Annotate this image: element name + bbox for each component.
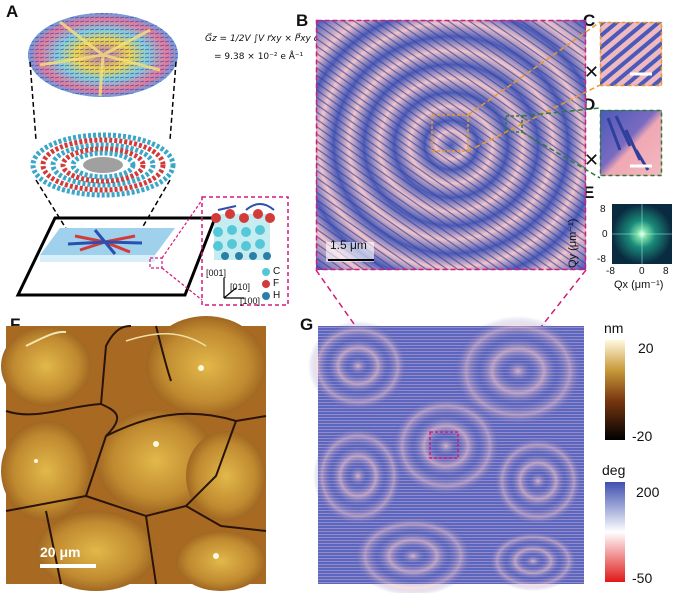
colorbar-height: [605, 340, 625, 440]
cross-symbol-d: ✕: [584, 150, 600, 170]
legend-label-f: F: [273, 278, 280, 289]
equation-value: = 9.38 × 10⁻² e Å⁻¹: [214, 52, 304, 62]
panel-label-g: G: [300, 315, 314, 334]
panel-a-schematic: [15, 13, 289, 306]
fft-ytick-bottom: -8: [597, 254, 606, 265]
axis-label-001: [001]: [206, 268, 227, 278]
panel-label-f: F: [10, 315, 21, 334]
cross-symbol-c: ✕: [584, 62, 600, 82]
colorbar-phase-min: -50: [632, 570, 653, 586]
scalebar-b-label: 1.5 μm: [330, 238, 367, 252]
colorbar-height-max: 20: [638, 340, 654, 356]
colorbar-phase: [605, 482, 625, 582]
scalebar-f-label: 20 μm: [40, 544, 81, 560]
fft-xtick-left: -8: [606, 266, 615, 277]
berry-equation: G⃗z = 1/2V ∫V r⃗xy × P⃗xy dV: [205, 34, 326, 44]
zoom-box-c: [431, 114, 469, 152]
fft-ytick-top: 8: [600, 204, 606, 215]
fft-xlabel: Qx (μm⁻¹): [614, 279, 664, 291]
colorbar-height-min: -20: [632, 428, 653, 444]
colorbar-phase-unit: deg: [602, 462, 626, 478]
panel-label-b: B: [296, 11, 309, 30]
panel-label-a: A: [6, 2, 19, 21]
concentric-dipole-disc: [30, 132, 176, 198]
panel-e-fft: [612, 204, 672, 264]
zoom-box-b: [429, 431, 459, 459]
legend-label-c: C: [273, 266, 281, 277]
legend-label-h: H: [273, 290, 281, 301]
panel-label-e: E: [583, 183, 595, 202]
crystal-structure-box: [201, 196, 289, 306]
panel-c-zoom: [599, 21, 663, 87]
crystal-lattice: [211, 203, 275, 260]
panel-d-zoom: [599, 109, 663, 177]
fft-xtick-right: 8: [663, 266, 669, 277]
fft-ylabel: Qy (μm⁻¹): [567, 218, 579, 268]
panel-b-phase-image: [315, 19, 587, 271]
colorbar-phase-max: 200: [636, 484, 660, 500]
axis-label-010: [010]: [230, 282, 251, 292]
fft-xtick-mid: 0: [639, 266, 645, 277]
axis-label-100: [100]: [240, 296, 261, 306]
colorbar-height-unit: nm: [604, 320, 624, 336]
fft-ytick-mid: 0: [602, 229, 608, 240]
panel-f-height-image: [1, 316, 267, 591]
panel-g-phase-image: [308, 316, 584, 593]
